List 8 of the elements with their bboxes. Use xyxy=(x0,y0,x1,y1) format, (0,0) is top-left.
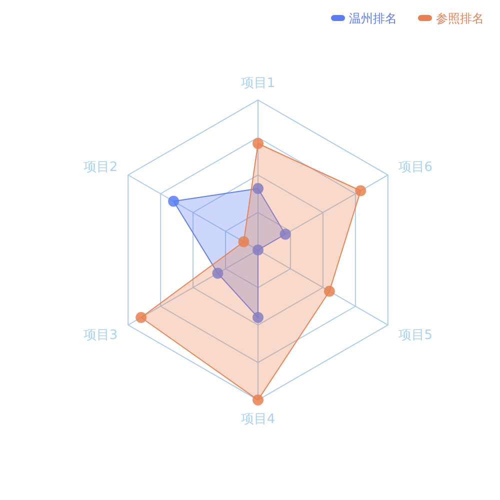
axis-label: 项目2 xyxy=(83,160,118,175)
axis-label: 项目5 xyxy=(398,328,433,343)
axis-label: 项目3 xyxy=(83,328,118,343)
axis-label: 项目4 xyxy=(240,412,276,427)
axis-label: 项目6 xyxy=(398,160,433,175)
axis-label: 项目1 xyxy=(240,76,276,91)
legend-label: 参照排名 xyxy=(436,12,484,26)
legend-label: 温州排名 xyxy=(349,12,397,26)
